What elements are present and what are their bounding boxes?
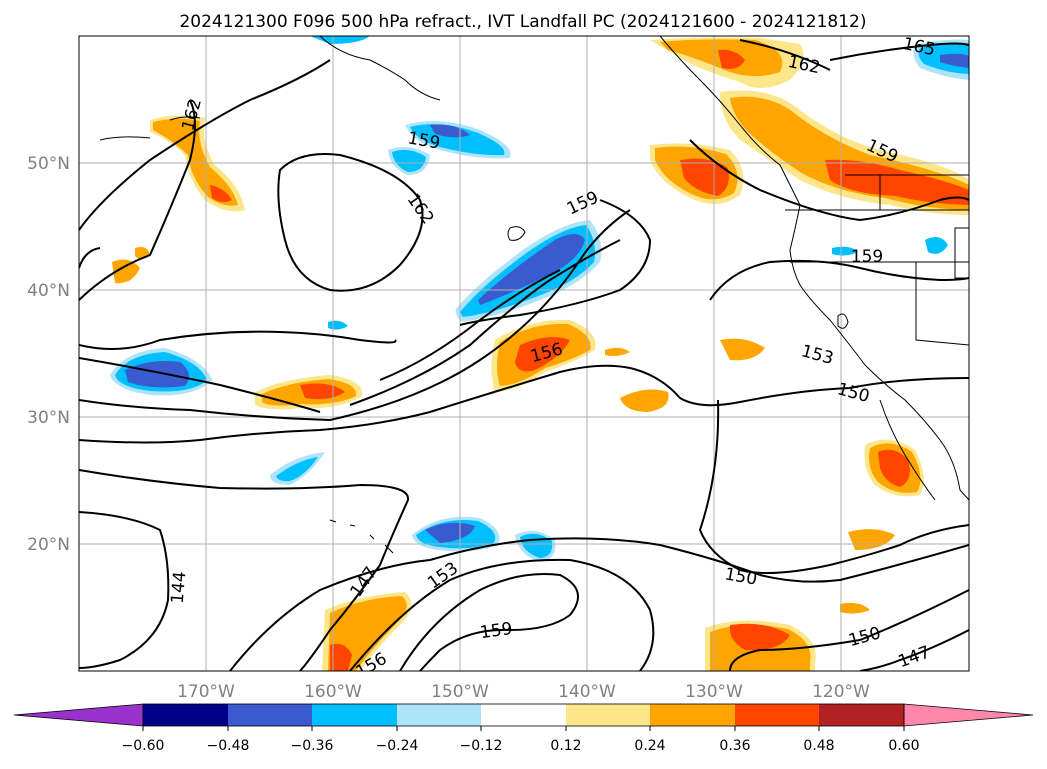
colorbar: −0.60 −0.48 −0.36 −0.24 −0.12 0.12 0.24 … <box>13 703 1034 754</box>
lon-label-130w: 130°W <box>685 682 743 702</box>
positive-anomaly-area <box>720 338 765 361</box>
positive-anomaly-area <box>825 159 969 205</box>
latitude-labels: 50°N 40°N 30°N 20°N <box>27 154 70 555</box>
colorbar-low-extend <box>13 703 144 727</box>
lon-label-150w: 150°W <box>431 682 489 702</box>
colorbar-segment <box>228 704 312 726</box>
lon-label-160w: 160°W <box>304 682 362 702</box>
colorbar-tick-label: 0.36 <box>719 738 750 754</box>
contours <box>79 39 969 671</box>
positive-anomaly-area <box>153 118 238 206</box>
positive-anomaly-area <box>680 158 729 196</box>
negative-anomaly-area <box>925 236 948 254</box>
positive-anomaly-area <box>840 602 870 614</box>
colorbar-segment <box>566 704 650 726</box>
lon-label-120w: 120°W <box>812 682 870 702</box>
negative-anomaly-area <box>276 457 318 482</box>
colorbar-tick-label: −0.60 <box>122 738 165 754</box>
lat-label-40n: 40°N <box>27 281 70 301</box>
colorbar-segment <box>819 704 904 726</box>
colorbar-segment <box>481 704 566 726</box>
positive-anomaly-area <box>620 389 669 412</box>
colorbar-segment <box>312 704 397 726</box>
negative-anomaly-area <box>392 149 426 172</box>
shading-layer <box>110 36 969 671</box>
colorbar-tick-label: 0.60 <box>888 738 919 754</box>
negative-anomaly-area <box>478 234 585 305</box>
colorbar-segment <box>650 704 735 726</box>
colorbar-segment <box>397 704 481 726</box>
longitude-labels: 170°W 160°W 150°W 140°W 130°W 120°W <box>177 682 870 702</box>
contour-label: 159 <box>479 619 514 643</box>
colorbar-segment <box>143 704 228 726</box>
positive-anomaly-area <box>112 259 140 284</box>
map-frame <box>78 35 970 672</box>
map-panel: 165 162 162 159 159 159 162 159 156 153 … <box>79 36 969 671</box>
colorbar-tick-label: −0.48 <box>207 738 250 754</box>
positive-anomaly-area <box>605 347 630 356</box>
colorbar-tick-label: −0.36 <box>291 738 334 754</box>
negative-anomaly-area <box>125 361 189 388</box>
positive-anomaly-area <box>878 449 910 487</box>
contour-label: 159 <box>851 247 883 267</box>
colorbar-tick-label: 0.24 <box>634 738 665 754</box>
colorbar-ticks <box>142 726 905 731</box>
positive-anomaly-area <box>729 623 790 651</box>
positive-anomaly-area <box>718 49 745 69</box>
figure-title: 2024121300 F096 500 hPa refract., IVT La… <box>179 12 866 32</box>
negative-anomaly-area <box>410 124 505 156</box>
positive-anomaly-area <box>848 529 895 550</box>
positive-anomaly-area <box>210 185 232 203</box>
lat-label-20n: 20°N <box>27 535 70 555</box>
colorbar-frame <box>142 703 905 727</box>
contour-label: 144 <box>168 571 191 605</box>
colorbar-high-extend <box>903 703 1034 727</box>
lon-label-140w: 140°W <box>558 682 616 702</box>
negative-anomaly-area <box>940 53 969 68</box>
colorbar-tick-label: −0.12 <box>460 738 503 754</box>
negative-anomaly-area <box>832 246 858 256</box>
lon-label-170w: 170°W <box>177 682 235 702</box>
negative-anomaly-area <box>310 36 370 44</box>
gridlines <box>79 36 969 671</box>
negative-anomaly-area <box>425 522 475 543</box>
colorbar-tick-label: 0.48 <box>803 738 834 754</box>
colorbar-tick-label: −0.24 <box>376 738 419 754</box>
lat-label-30n: 30°N <box>27 408 70 428</box>
positive-anomaly-area <box>330 643 352 671</box>
colorbar-tick-labels: −0.60 −0.48 −0.36 −0.24 −0.12 0.12 0.24 … <box>122 738 920 754</box>
colorbar-tick-label: 0.12 <box>550 738 581 754</box>
lat-label-50n: 50°N <box>27 154 70 174</box>
positive-anomaly-area <box>515 336 570 372</box>
colorbar-segment <box>735 704 819 726</box>
positive-anomaly-area <box>300 383 345 400</box>
